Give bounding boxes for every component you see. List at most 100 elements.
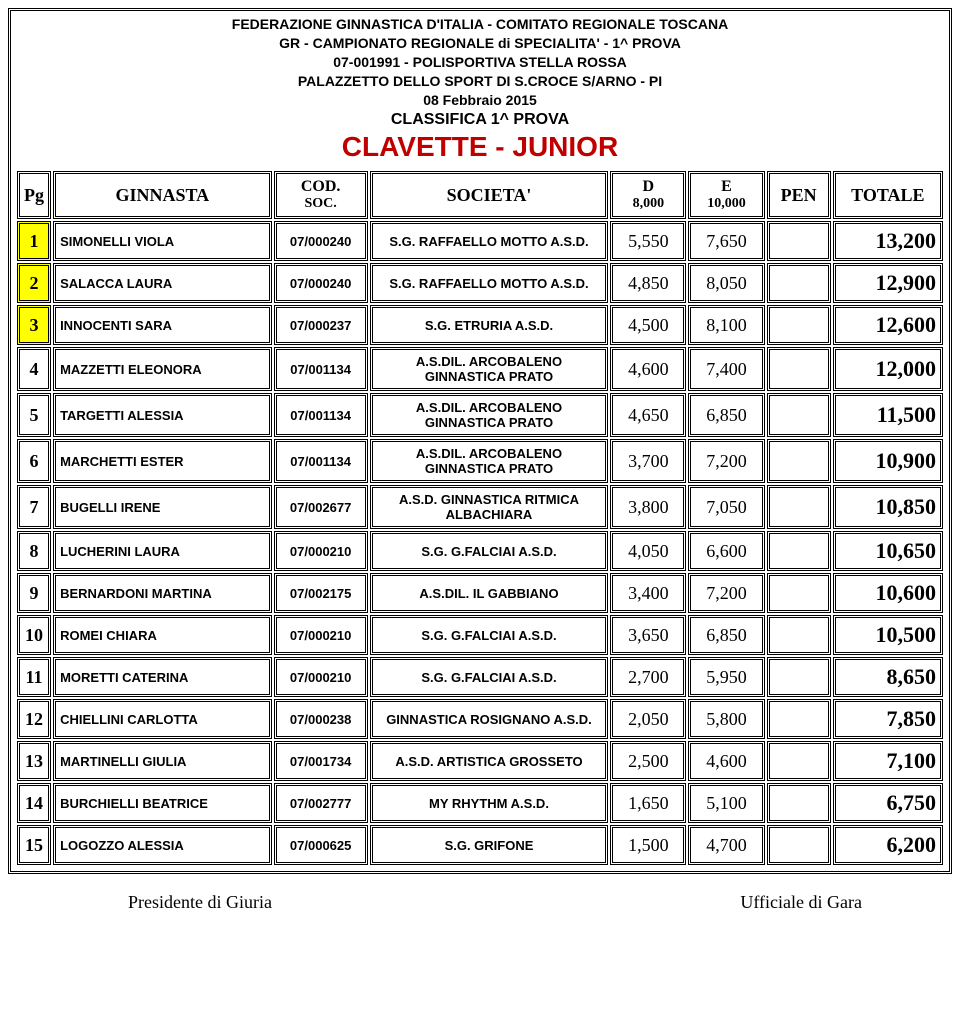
col-societa: SOCIETA' (370, 171, 609, 219)
table-row: 15LOGOZZO ALESSIA07/000625S.G. GRIFONE1,… (17, 825, 943, 865)
pg: 9 (17, 573, 51, 613)
soc-code: 07/001734 (274, 741, 368, 781)
header-block: FEDERAZIONE GINNASTICA D'ITALIA - COMITA… (15, 15, 945, 109)
soc-name: A.S.DIL. ARCOBALENO GINNASTICA PRATO (370, 347, 609, 391)
col-d: D 8,000 (610, 171, 686, 219)
score-e: 5,100 (688, 783, 764, 823)
score-pen (767, 741, 831, 781)
col-e-l1: E (695, 178, 757, 196)
table-row: 6MARCHETTI ESTER07/001134A.S.DIL. ARCOBA… (17, 439, 943, 483)
gymnast-name: SIMONELLI VIOLA (53, 221, 271, 261)
score-total: 11,500 (833, 393, 943, 437)
soc-code: 07/000240 (274, 221, 368, 261)
soc-code: 07/001134 (274, 393, 368, 437)
pg: 14 (17, 783, 51, 823)
table-row: 14BURCHIELLI BEATRICE07/002777MY RHYTHM … (17, 783, 943, 823)
soc-name: A.S.D. ARTISTICA GROSSETO (370, 741, 609, 781)
score-d: 3,800 (610, 485, 686, 529)
score-d: 1,500 (610, 825, 686, 865)
score-e: 7,400 (688, 347, 764, 391)
col-cod-soc: COD. SOC. (274, 171, 368, 219)
table-row: 12CHIELLINI CARLOTTA07/000238GINNASTICA … (17, 699, 943, 739)
table-row: 1SIMONELLI VIOLA07/000240S.G. RAFFAELLO … (17, 221, 943, 261)
score-pen (767, 485, 831, 529)
gymnast-name: BERNARDONI MARTINA (53, 573, 271, 613)
score-pen (767, 657, 831, 697)
col-e-l2: 10,000 (695, 196, 757, 212)
score-pen (767, 305, 831, 345)
score-d: 2,700 (610, 657, 686, 697)
footer-left: Presidente di Giuria (128, 892, 272, 913)
score-total: 10,650 (833, 531, 943, 571)
gymnast-name: BUGELLI IRENE (53, 485, 271, 529)
footer: Presidente di Giuria Ufficiale di Gara (8, 874, 952, 919)
score-total: 12,900 (833, 263, 943, 303)
table-row: 7BUGELLI IRENE07/002677A.S.D. GINNASTICA… (17, 485, 943, 529)
soc-name: S.G. RAFFAELLO MOTTO A.S.D. (370, 221, 609, 261)
score-pen (767, 825, 831, 865)
score-pen (767, 221, 831, 261)
soc-code: 07/002677 (274, 485, 368, 529)
pg: 4 (17, 347, 51, 391)
table-row: 2SALACCA LAURA07/000240S.G. RAFFAELLO MO… (17, 263, 943, 303)
score-e: 6,850 (688, 615, 764, 655)
soc-code: 07/002175 (274, 573, 368, 613)
soc-code: 07/000237 (274, 305, 368, 345)
soc-code: 07/002777 (274, 783, 368, 823)
score-total: 7,850 (833, 699, 943, 739)
gymnast-name: MARCHETTI ESTER (53, 439, 271, 483)
score-d: 3,700 (610, 439, 686, 483)
score-total: 10,850 (833, 485, 943, 529)
gymnast-name: MARTINELLI GIULIA (53, 741, 271, 781)
header-line: GR - CAMPIONATO REGIONALE di SPECIALITA'… (15, 34, 945, 53)
score-d: 4,050 (610, 531, 686, 571)
pg: 5 (17, 393, 51, 437)
score-e: 7,200 (688, 573, 764, 613)
soc-name: A.S.DIL. IL GABBIANO (370, 573, 609, 613)
score-total: 6,200 (833, 825, 943, 865)
score-pen (767, 393, 831, 437)
pg: 3 (17, 305, 51, 345)
score-e: 8,050 (688, 263, 764, 303)
score-pen (767, 263, 831, 303)
gymnast-name: TARGETTI ALESSIA (53, 393, 271, 437)
soc-name: GINNASTICA ROSIGNANO A.S.D. (370, 699, 609, 739)
col-pg: Pg (17, 171, 51, 219)
score-d: 4,850 (610, 263, 686, 303)
score-pen (767, 783, 831, 823)
table-row: 5TARGETTI ALESSIA07/001134A.S.DIL. ARCOB… (17, 393, 943, 437)
score-d: 4,600 (610, 347, 686, 391)
score-total: 6,750 (833, 783, 943, 823)
table-row: 3INNOCENTI SARA07/000237S.G. ETRURIA A.S… (17, 305, 943, 345)
header-line: 07-001991 - POLISPORTIVA STELLA ROSSA (15, 53, 945, 72)
pg: 1 (17, 221, 51, 261)
gymnast-name: LOGOZZO ALESSIA (53, 825, 271, 865)
score-e: 8,100 (688, 305, 764, 345)
score-total: 8,650 (833, 657, 943, 697)
pg: 8 (17, 531, 51, 571)
gymnast-name: CHIELLINI CARLOTTA (53, 699, 271, 739)
pg: 15 (17, 825, 51, 865)
score-e: 7,650 (688, 221, 764, 261)
col-totale: TOTALE (833, 171, 943, 219)
score-e: 4,700 (688, 825, 764, 865)
score-pen (767, 615, 831, 655)
soc-code: 07/001134 (274, 347, 368, 391)
soc-name: MY RHYTHM A.S.D. (370, 783, 609, 823)
soc-code: 07/000210 (274, 657, 368, 697)
score-e: 5,800 (688, 699, 764, 739)
score-d: 5,550 (610, 221, 686, 261)
score-e: 4,600 (688, 741, 764, 781)
soc-code: 07/000210 (274, 615, 368, 655)
soc-code: 07/000238 (274, 699, 368, 739)
header-line: FEDERAZIONE GINNASTICA D'ITALIA - COMITA… (15, 15, 945, 34)
gymnast-name: ROMEI CHIARA (53, 615, 271, 655)
soc-name: S.G. GRIFONE (370, 825, 609, 865)
score-total: 10,900 (833, 439, 943, 483)
header-line: 08 Febbraio 2015 (15, 91, 945, 110)
score-total: 12,000 (833, 347, 943, 391)
table-row: 10ROMEI CHIARA07/000210S.G. G.FALCIAI A.… (17, 615, 943, 655)
pg: 13 (17, 741, 51, 781)
table-row: 4MAZZETTI ELEONORA07/001134A.S.DIL. ARCO… (17, 347, 943, 391)
gymnast-name: BURCHIELLI BEATRICE (53, 783, 271, 823)
